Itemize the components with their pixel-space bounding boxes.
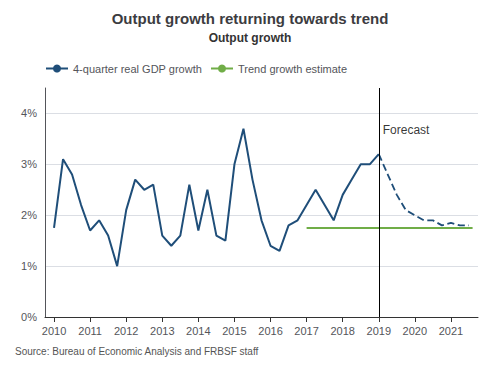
svg-text:3%: 3% (21, 158, 37, 170)
svg-text:4-quarter real GDP growth: 4-quarter real GDP growth (73, 63, 202, 75)
svg-text:Trend growth estimate: Trend growth estimate (238, 63, 347, 75)
svg-text:2015: 2015 (222, 325, 246, 337)
svg-text:2016: 2016 (258, 325, 282, 337)
svg-text:2012: 2012 (114, 325, 138, 337)
svg-text:Source: Bureau of Economic Ana: Source: Bureau of Economic Analysis and … (15, 346, 258, 357)
svg-text:2011: 2011 (78, 325, 102, 337)
svg-text:2021: 2021 (439, 325, 463, 337)
svg-text:Output growth: Output growth (209, 31, 292, 45)
svg-text:2014: 2014 (186, 325, 210, 337)
svg-text:0%: 0% (21, 311, 37, 323)
svg-text:2%: 2% (21, 209, 37, 221)
svg-text:2010: 2010 (42, 325, 66, 337)
svg-text:1%: 1% (21, 260, 37, 272)
svg-text:2018: 2018 (330, 325, 354, 337)
svg-text:2019: 2019 (367, 325, 391, 337)
svg-text:2020: 2020 (403, 325, 427, 337)
svg-text:4%: 4% (21, 107, 37, 119)
svg-text:2013: 2013 (150, 325, 174, 337)
svg-text:Forecast: Forecast (383, 123, 430, 137)
svg-text:2017: 2017 (294, 325, 318, 337)
svg-text:Output growth returning toward: Output growth returning towards trend (112, 10, 389, 27)
